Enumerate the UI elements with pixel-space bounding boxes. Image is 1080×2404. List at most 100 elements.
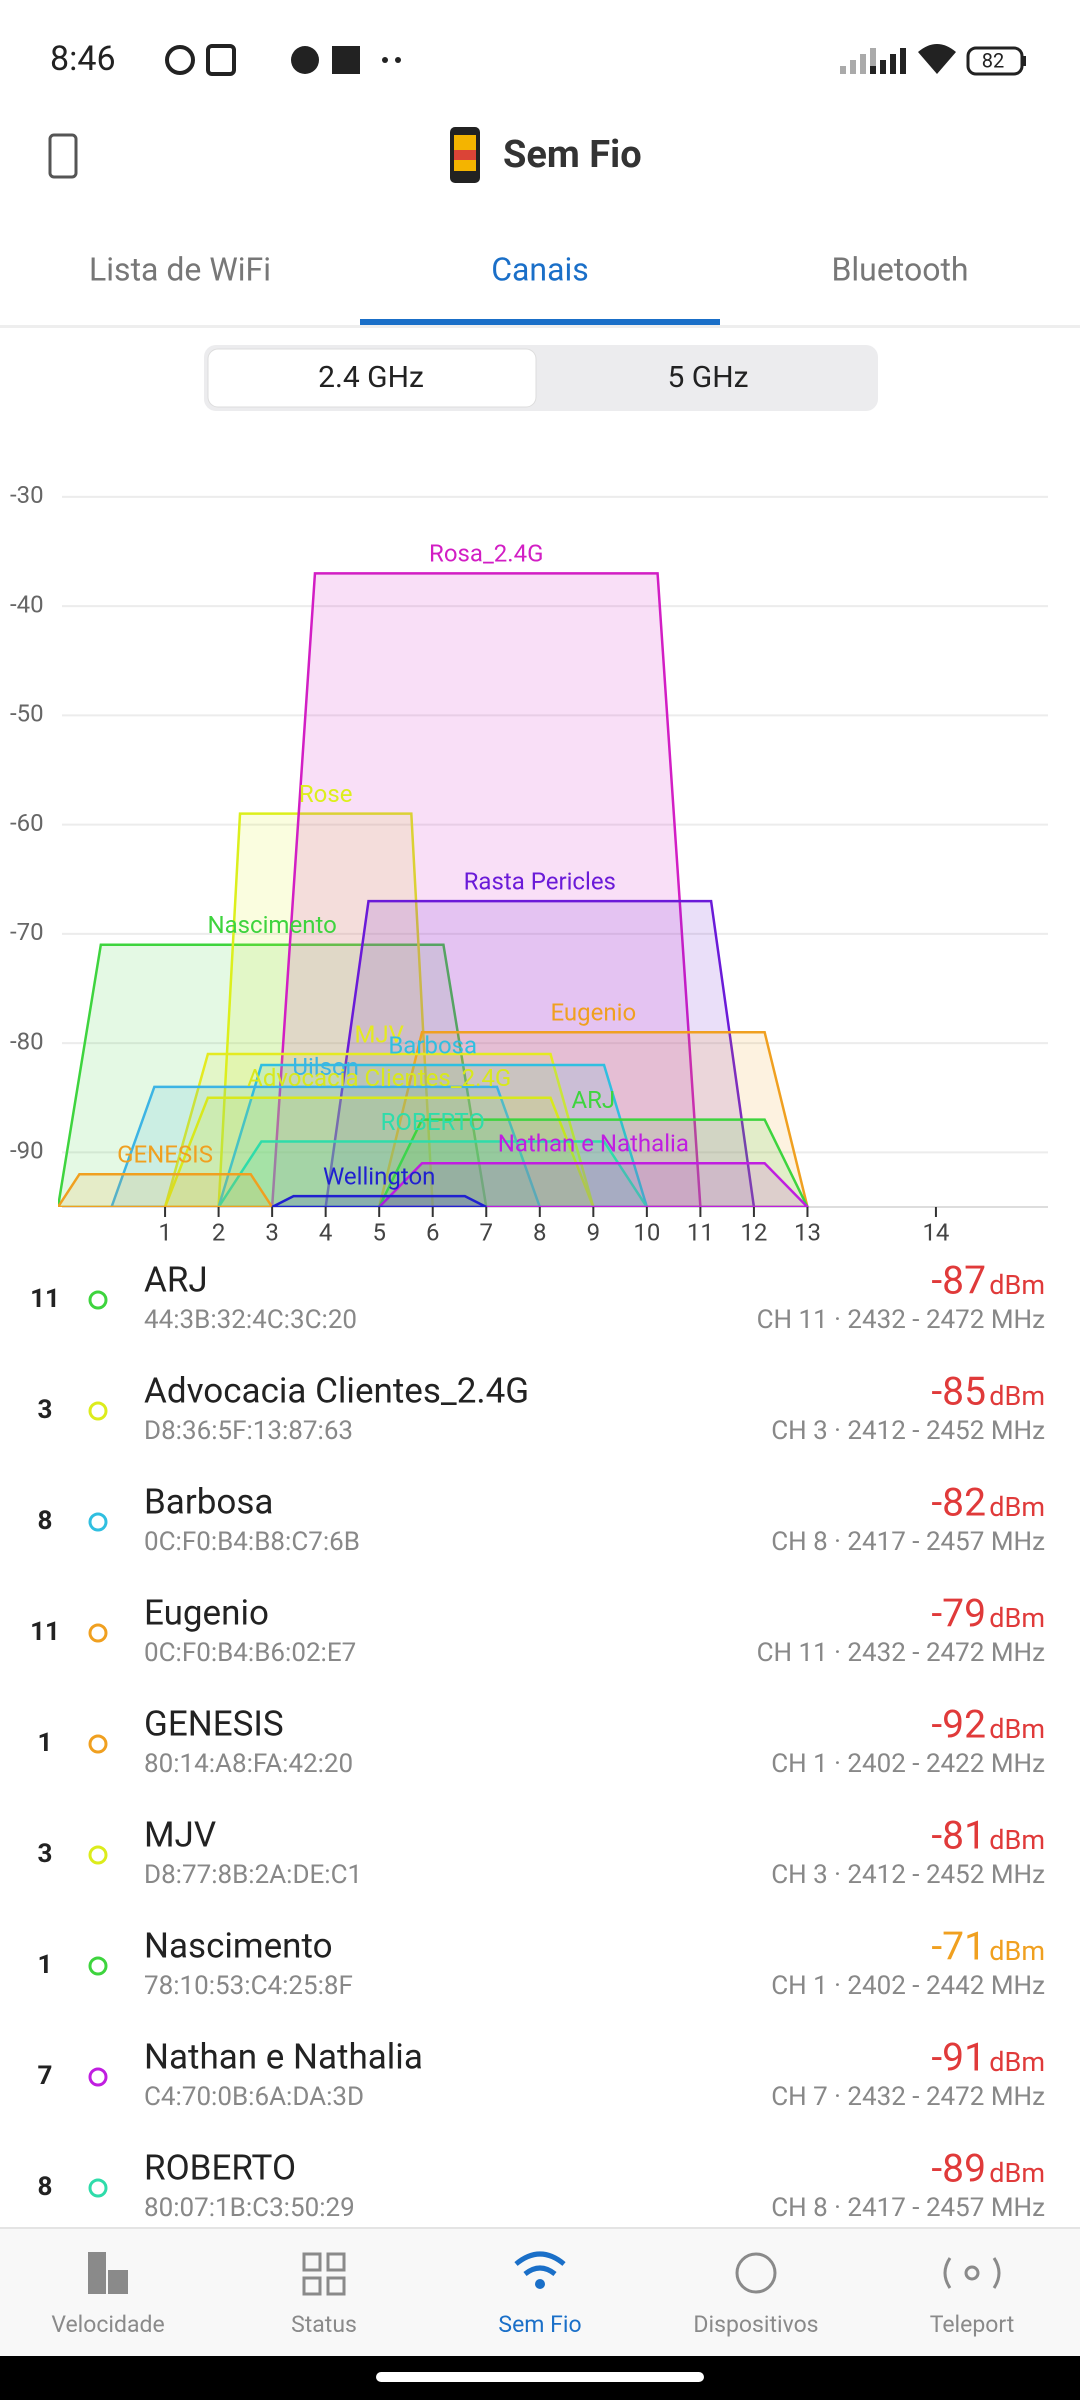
y-tick-label: -30 (10, 481, 44, 509)
mac-address: 78:10:53:C4:25:8F (144, 1971, 353, 2001)
signal-shape (217, 1063, 649, 1207)
battery-level: 82 (982, 48, 1004, 72)
series-labels: Nascimento Rose Rosa_2.4G Rasta Pericles Eug… (117, 540, 689, 1191)
nav-label-active[interactable]: Sem Fio (498, 2311, 581, 2338)
series-label: ARJ (571, 1086, 615, 1114)
series-label: Eugenio (550, 999, 636, 1027)
nav-label[interactable]: Teleport (930, 2311, 1015, 2338)
color-dot (88, 1845, 108, 1865)
signal-shape (163, 1052, 595, 1207)
y-tick-label: -60 (10, 809, 44, 837)
signal: -79 (931, 1590, 986, 1636)
toggle-option[interactable]: 2.4 GHz (318, 360, 424, 395)
x-tick-label: 7 (480, 1218, 494, 1246)
signal: -89 (931, 2145, 986, 2191)
channel-detail: CH 8 · 2417 - 2457 MHz (771, 1527, 1045, 1557)
signal-shape (270, 572, 702, 1207)
color-dot (88, 1401, 108, 1421)
nav-label[interactable]: Status (291, 2311, 357, 2338)
tab[interactable]: Lista de WiFi (89, 250, 271, 288)
series-label: ROBERTO (381, 1108, 485, 1136)
signal-shape (110, 1085, 542, 1207)
series-label: Nathan e Nathalia (498, 1130, 689, 1158)
network-name: Advocacia Clientes_2.4G (144, 1370, 529, 1411)
series-label: Wellington (323, 1162, 435, 1190)
network-row[interactable]: 3 Advocacia Clientes_2.4G D8:36:5F:13:87:6… (38, 1368, 1046, 1446)
nav-icons (88, 2251, 1001, 2296)
signal: -81 (931, 1812, 986, 1858)
series-label: MJV (354, 1020, 403, 1048)
x-tick-label: 4 (319, 1218, 333, 1246)
x-tick-label: 3 (265, 1218, 279, 1246)
nav-label[interactable]: Velocidade (51, 2311, 164, 2338)
signal: -85 (931, 1368, 986, 1414)
signal-shape (271, 1194, 487, 1207)
signal-shape (163, 1096, 595, 1207)
gesture-pill (376, 2372, 704, 2382)
signal: -71 (931, 1923, 986, 1969)
network-name: Nathan e Nathalia (144, 2036, 423, 2077)
color-dot (88, 1734, 108, 1754)
toggle-option[interactable]: 5 GHz (667, 360, 748, 395)
channel-detail: CH 7 · 2432 - 2472 MHz (771, 2082, 1045, 2112)
channel-detail: CH 1 · 2402 - 2422 MHz (771, 1749, 1045, 1779)
tab-active[interactable]: Canais (491, 250, 589, 288)
network-name: ROBERTO (144, 2147, 296, 2188)
signal-unit: dBm (989, 2157, 1045, 2189)
signal-unit: dBm (989, 1491, 1045, 1523)
mac-address: 0C:F0:B4:B8:C7:6B (144, 1527, 360, 1557)
device-icon[interactable] (48, 133, 78, 179)
nav-label[interactable]: Dispositivos (693, 2311, 818, 2338)
bottom-nav (0, 2228, 1080, 2356)
x-tick-label: 9 (587, 1218, 601, 1246)
x-tick-label: 8 (533, 1218, 547, 1246)
network-name: Eugenio (144, 1592, 269, 1633)
signal-shape (377, 1162, 810, 1207)
color-dot (88, 1956, 108, 1976)
signal-unit: dBm (989, 1935, 1045, 1967)
channel: 8 (38, 1506, 53, 1536)
channel: 3 (38, 1395, 53, 1425)
series-label: Barbosa (388, 1031, 477, 1059)
signal-unit: dBm (989, 1269, 1045, 1301)
status-icons (165, 44, 1026, 76)
channel-detail: CH 3 · 2412 - 2452 MHz (771, 1416, 1045, 1446)
channel-detail: CH 8 · 2417 - 2457 MHz (771, 2193, 1045, 2223)
series-label: Uilson (292, 1053, 359, 1081)
x-tick-label: 6 (426, 1218, 440, 1246)
channel: 11 (30, 1284, 60, 1314)
network-name: GENESIS (144, 1703, 284, 1744)
channel-detail: CH 11 · 2432 - 2472 MHz (757, 1638, 1046, 1668)
network-row[interactable]: 7 Nathan e Nathalia C4:70:0B:6A:DA:3D dBm-9… (38, 2034, 1046, 2112)
mac-address: 44:3B:32:4C:3C:20 (144, 1305, 357, 1335)
y-tick-label: -40 (10, 590, 44, 618)
app-icon (450, 127, 480, 183)
signal-unit: dBm (989, 1824, 1045, 1856)
series-label: Rose (299, 780, 353, 808)
tab-indicator (360, 319, 720, 325)
signal: -87 (931, 1257, 986, 1303)
tab[interactable]: Bluetooth (831, 250, 968, 288)
channel: 7 (38, 2061, 53, 2091)
y-tick-label: -80 (10, 1027, 44, 1055)
color-dot (88, 1512, 108, 1532)
network-name: ARJ (144, 1259, 208, 1300)
signal-shape (58, 1172, 274, 1207)
series-label: GENESIS (117, 1141, 213, 1169)
mac-address: C4:70:0B:6A:DA:3D (144, 2082, 364, 2112)
toggle-selected (207, 348, 537, 408)
x-tick-label: 2 (212, 1218, 226, 1246)
network-name: Barbosa (144, 1481, 273, 1522)
x-tick-label: 10 (633, 1218, 660, 1246)
signal: -91 (931, 2034, 986, 2080)
network-name: Nascimento (144, 1925, 333, 1966)
